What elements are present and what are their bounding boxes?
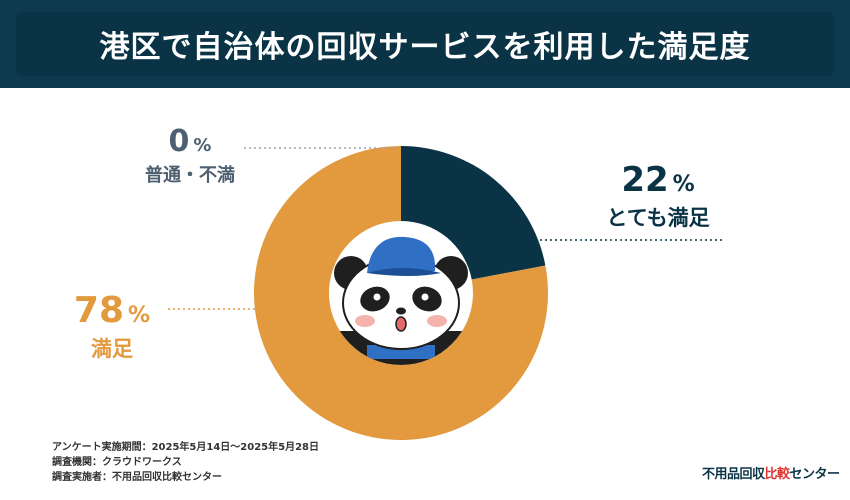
very-satisfied-percent-value: 22 — [621, 160, 669, 200]
header-bar: 港区で自治体の回収サービスを利用した満足度 — [0, 0, 850, 88]
label-satisfied: 78% 満足 — [52, 290, 172, 363]
page-title: 港区で自治体の回収サービスを利用した満足度 — [99, 30, 751, 65]
donut-slice-1 — [253, 146, 548, 440]
donut-slice-0 — [401, 146, 546, 280]
satisfied-percent-unit: % — [128, 303, 151, 328]
footnote-period: アンケート実施期間：2025年5月14日～2025年5月28日 — [52, 442, 320, 453]
neutral-percent-unit: % — [193, 135, 212, 156]
brand-main: 不用品回収 — [702, 467, 765, 482]
brand-tail: センター — [789, 467, 841, 482]
survey-footnote: アンケート実施期間：2025年5月14日～2025年5月28日 調査機関：クラウ… — [52, 440, 319, 485]
footnote-agency: 調査機関：クラウドワークス — [52, 457, 182, 468]
satisfied-percent-value: 78 — [73, 290, 125, 331]
label-neutral: 0% 普通・不満 — [120, 124, 260, 187]
label-very-satisfied: 22% とても満足 — [578, 160, 738, 232]
brand-logo: 不用品回収比較センター — [702, 463, 840, 482]
brand-accent: 比較 — [764, 467, 791, 482]
neutral-percent-value: 0 — [168, 124, 190, 159]
very-satisfied-percent-unit: % — [672, 172, 695, 197]
donut-slices — [253, 146, 548, 440]
title-box: 港区で自治体の回収サービスを利用した満足度 — [16, 12, 834, 76]
very-satisfied-category: とても満足 — [606, 206, 710, 230]
neutral-category: 普通・不満 — [145, 165, 235, 186]
footnote-conductor: 調査実施者：不用品回収比較センター — [52, 472, 222, 483]
satisfied-category: 満足 — [91, 337, 133, 361]
